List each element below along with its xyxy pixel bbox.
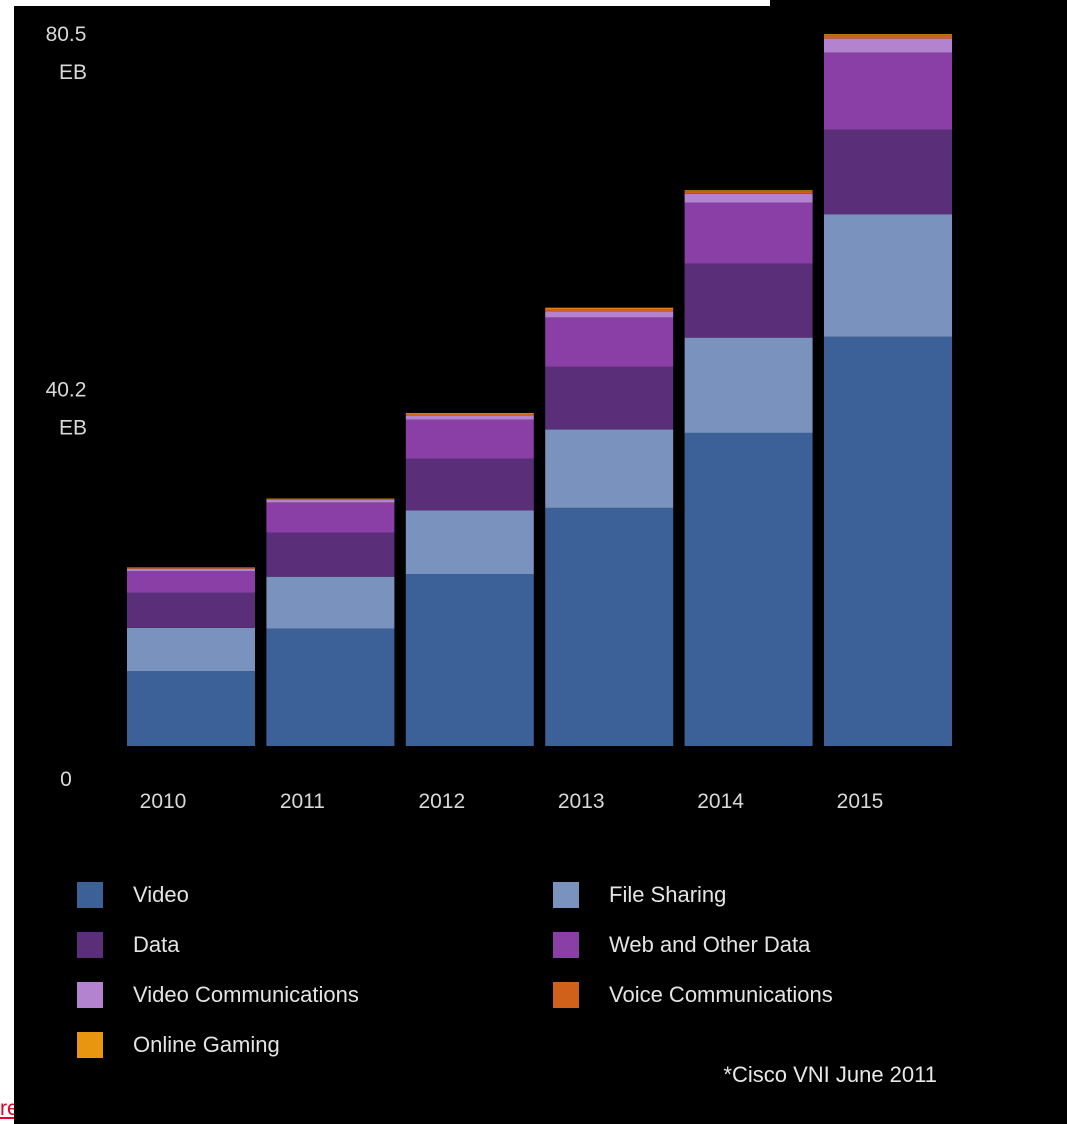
source-note: *Cisco VNI June 2011 <box>723 1062 937 1087</box>
bar-2012-online-gaming <box>405 413 534 414</box>
legend-label: Online Gaming <box>133 1032 280 1057</box>
y-tick-unit-1: EB <box>59 416 87 439</box>
bar-2015-data <box>824 129 952 215</box>
bar-2011-file-sharing <box>266 576 395 629</box>
bar-2015-voice-communications <box>824 35 952 39</box>
legend-swatch <box>553 882 579 908</box>
legend-item-video-communications: Video Communications <box>77 982 359 1008</box>
x-tick-label-2013: 2013 <box>558 790 605 813</box>
bar-2013-video <box>545 507 674 746</box>
bar-2014-video <box>684 432 813 746</box>
bar-2014-online-gaming <box>684 190 813 192</box>
legend-label: Video Communications <box>133 982 359 1007</box>
legend-swatch <box>553 932 579 958</box>
legend-label: Web and Other Data <box>609 932 811 957</box>
y-tick-value-1: 40.2 <box>46 378 87 401</box>
legend-swatch <box>77 1032 103 1058</box>
legend-label: Data <box>133 932 180 957</box>
legend-item-voice-communications: Voice Communications <box>553 982 833 1008</box>
bar-2013-voice-communications <box>545 308 674 312</box>
bar-2011-video <box>266 628 395 746</box>
bar-2015-web-and-other-data <box>824 52 952 130</box>
x-tick-label-2010: 2010 <box>140 790 187 813</box>
bar-2013-file-sharing <box>545 429 674 508</box>
legend-label: Video <box>133 882 189 907</box>
bar-2013-online-gaming <box>545 307 674 309</box>
bar-2014-data <box>684 263 813 338</box>
bar-2010-online-gaming <box>127 567 255 568</box>
bar-2010-voice-communications <box>127 567 255 569</box>
legend-item-online-gaming: Online Gaming <box>77 1032 280 1058</box>
x-axis-ticks: 2010 2011 2012 2013 2014 2015 <box>140 790 884 813</box>
legend-swatch <box>77 882 103 908</box>
x-tick-label-2015: 2015 <box>837 790 884 813</box>
bar-2012-web-and-other-data <box>405 419 534 459</box>
bar-2014-file-sharing <box>684 337 813 433</box>
bar-2011-voice-communications <box>266 499 395 500</box>
x-tick-label-2012: 2012 <box>418 790 465 813</box>
bar-2012-file-sharing <box>405 510 534 574</box>
legend-item-video: Video <box>77 882 189 908</box>
legend-item-data: Data <box>77 932 179 958</box>
y-tick-value-0: 0 <box>60 768 72 791</box>
bar-2013-web-and-other-data <box>545 317 674 367</box>
bar-2012-video-communications <box>405 415 534 420</box>
bar-2014-video-communications <box>684 193 813 203</box>
bar-2010-video <box>127 671 255 746</box>
bar-2014-web-and-other-data <box>684 202 813 264</box>
bar-2010-data <box>127 592 255 628</box>
bar-2015-file-sharing <box>824 214 952 337</box>
x-tick-label-2011: 2011 <box>280 790 325 813</box>
bar-2010-web-and-other-data <box>127 571 255 593</box>
legend-label: Voice Communications <box>609 982 833 1007</box>
legend-item-file-sharing: File Sharing <box>553 882 726 908</box>
corner-link[interactable]: re <box>0 1097 14 1124</box>
bar-2014-voice-communications <box>684 191 813 194</box>
bar-2011-web-and-other-data <box>266 502 395 533</box>
bar-2013-data <box>545 366 674 430</box>
bar-2010-file-sharing <box>127 627 255 671</box>
x-tick-label-2014: 2014 <box>697 790 744 813</box>
y-axis-ticks: 0 40.2 EB 80.5 EB <box>46 23 87 791</box>
bar-2012-video <box>405 574 534 746</box>
y-tick-unit-2: EB <box>59 61 87 84</box>
bar-2015-online-gaming <box>824 34 952 36</box>
legend-swatch <box>553 982 579 1008</box>
top-border-strip <box>0 0 770 6</box>
bar-2012-data <box>405 458 534 511</box>
bar-2011-data <box>266 532 395 577</box>
bar-2011-online-gaming <box>266 498 395 500</box>
bar-2012-voice-communications <box>405 413 534 416</box>
bars-layer <box>127 34 952 746</box>
bar-2015-video <box>824 336 952 746</box>
bar-2010-video-communications <box>127 568 255 572</box>
left-border-strip <box>0 0 14 1124</box>
legend-swatch <box>77 982 103 1008</box>
bar-2011-video-communications <box>266 499 395 503</box>
bar-2015-video-communications <box>824 38 952 53</box>
legend-item-web-and-other-data: Web and Other Data <box>553 932 810 958</box>
legend-label: File Sharing <box>609 882 727 907</box>
y-tick-value-2: 80.5 <box>46 23 87 46</box>
legend-swatch <box>77 932 103 958</box>
bar-2013-video-communications <box>545 311 674 318</box>
